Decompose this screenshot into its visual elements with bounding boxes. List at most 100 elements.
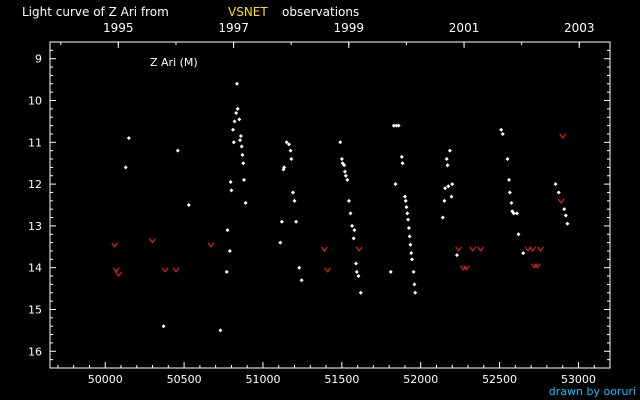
detection-point: [442, 198, 447, 203]
detection-point: [161, 324, 166, 329]
x-tick-label: 51500: [324, 373, 359, 386]
detection-point: [447, 148, 452, 153]
detection-point: [393, 182, 398, 187]
data-marks: [111, 81, 570, 333]
detection-point: [405, 211, 410, 216]
detection-point: [237, 117, 242, 122]
upper-limit-point: [533, 263, 541, 269]
detection-point: [294, 219, 299, 224]
detection-point: [284, 140, 289, 145]
detection-point: [514, 211, 519, 216]
header-title-source: VSNET: [228, 5, 268, 19]
detection-point: [507, 177, 512, 182]
x-tick-label: 52000: [403, 373, 438, 386]
upper-limit-point: [477, 246, 485, 252]
detection-point: [406, 217, 411, 222]
detection-point: [228, 180, 233, 185]
detection-point: [126, 136, 131, 141]
detection-point: [345, 177, 350, 182]
detection-point: [290, 190, 295, 195]
detection-point: [563, 213, 568, 218]
detection-point: [229, 188, 234, 193]
detection-point: [279, 219, 284, 224]
detection-point: [342, 163, 347, 168]
y-tick-label: 15: [28, 303, 42, 316]
detection-point: [175, 148, 180, 153]
y-tick-label: 9: [35, 53, 42, 66]
upper-limit-point: [459, 265, 467, 271]
detection-point: [123, 165, 128, 170]
detection-point: [507, 190, 512, 195]
detection-point: [242, 177, 247, 182]
detection-point: [410, 257, 415, 262]
detection-point: [404, 205, 409, 210]
detection-point: [243, 200, 248, 205]
y-tick-label: 11: [28, 136, 42, 149]
detection-point: [388, 269, 393, 274]
detection-point: [351, 236, 356, 241]
detection-point: [230, 127, 235, 132]
detection-point: [292, 198, 297, 203]
detection-point: [394, 123, 399, 128]
detection-point: [446, 184, 451, 189]
detection-point: [234, 81, 239, 86]
upper-limit-point: [557, 198, 565, 204]
detection-point: [411, 269, 416, 274]
y-tick-label: 14: [28, 262, 42, 275]
detection-point: [227, 248, 232, 253]
upper-limit-point: [537, 246, 545, 252]
upper-limit-point: [320, 246, 328, 252]
detection-point: [278, 240, 283, 245]
detection-point: [509, 200, 514, 205]
detection-point: [338, 140, 343, 145]
upper-limit-point: [469, 246, 477, 252]
detection-point: [399, 154, 404, 159]
detection-point: [288, 148, 293, 153]
upper-limit-point: [111, 242, 119, 248]
detection-point: [232, 119, 237, 124]
detection-point: [218, 328, 223, 333]
detection-point: [505, 157, 510, 162]
detection-point: [396, 123, 401, 128]
x-tick-label: 52500: [482, 373, 517, 386]
detection-point: [240, 152, 245, 157]
detection-point: [449, 194, 454, 199]
upper-limit-point: [324, 267, 332, 273]
detection-point: [343, 173, 348, 178]
detection-point: [521, 251, 526, 256]
detection-point: [224, 269, 229, 274]
upper-limit-point: [355, 246, 363, 252]
detection-point: [553, 182, 558, 187]
x-tick-label: 53000: [561, 373, 596, 386]
x-tick-label: 50000: [88, 373, 123, 386]
y-tick-label: 10: [28, 95, 42, 108]
detection-point: [352, 228, 357, 233]
chart-title: Z Ari (M): [150, 56, 198, 69]
y-tick-label: 13: [28, 220, 42, 233]
detection-point: [408, 242, 413, 247]
top-year-label: 1999: [333, 21, 364, 35]
top-year-label: 1995: [103, 21, 134, 35]
upper-limit-point: [207, 242, 215, 248]
x-tick-label: 50500: [167, 373, 202, 386]
detection-point: [565, 221, 570, 226]
detection-point: [500, 131, 505, 136]
detection-point: [440, 215, 445, 220]
upper-limit-point: [462, 265, 470, 271]
upper-limit-point: [149, 238, 157, 244]
detection-point: [354, 261, 359, 266]
detection-point: [286, 142, 291, 147]
detection-point: [444, 157, 449, 162]
detection-point: [356, 274, 361, 279]
header-title-prefix: Light curve of Z Ari from: [22, 5, 169, 19]
credit-label: drawn by ooruri: [549, 385, 636, 398]
detection-point: [516, 232, 521, 237]
detection-point: [412, 282, 417, 287]
y-tick-label: 12: [28, 178, 42, 191]
detection-point: [443, 186, 448, 191]
detection-point: [400, 161, 405, 166]
detection-point: [407, 234, 412, 239]
detection-point: [402, 194, 407, 199]
detection-point: [403, 198, 408, 203]
